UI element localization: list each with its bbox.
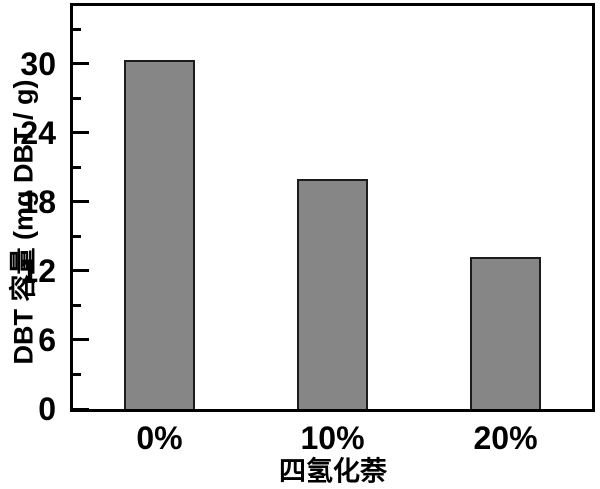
y-tick-label: 0 [38, 391, 56, 427]
y-tick-label: 24 [20, 114, 56, 151]
y-major-tick [73, 269, 89, 273]
y-tick-label: 30 [20, 45, 56, 82]
y-minor-tick [73, 372, 81, 376]
y-major-tick [73, 62, 89, 66]
y-minor-tick [73, 165, 81, 169]
x-axis-title: 四氢化萘 [279, 456, 387, 487]
y-major-tick [73, 407, 89, 411]
x-tick-label: 20% [473, 420, 538, 456]
y-major-tick [73, 338, 89, 342]
y-tick-label: 12 [20, 252, 56, 289]
x-tick-label: 0% [136, 420, 183, 456]
y-minor-tick [73, 27, 81, 31]
y-minor-tick [73, 96, 81, 100]
plot-area [70, 3, 595, 412]
y-major-tick [73, 200, 89, 204]
bar-0% [124, 60, 195, 409]
y-major-tick [73, 131, 89, 135]
bar-10% [297, 178, 368, 409]
x-tick-label: 10% [300, 420, 365, 456]
y-minor-tick [73, 303, 81, 307]
bar-20% [470, 257, 541, 409]
y-minor-tick [73, 234, 81, 238]
y-tick-label: 18 [20, 183, 56, 220]
y-tick-label: 6 [38, 321, 56, 358]
